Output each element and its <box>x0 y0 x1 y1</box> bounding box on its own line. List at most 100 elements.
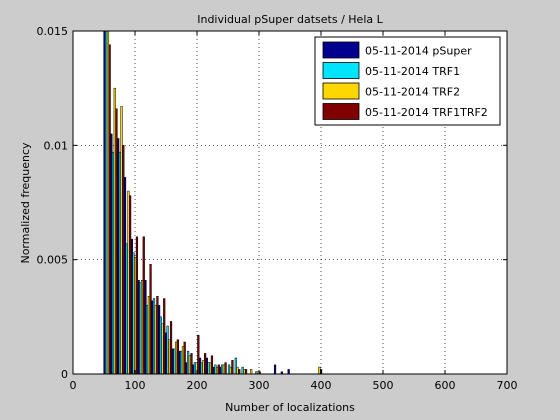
histogram-bar <box>108 44 111 375</box>
histogram-bar <box>122 145 125 375</box>
histogram-bar <box>178 350 181 375</box>
histogram-bar <box>115 108 118 375</box>
histogram-bar <box>227 364 231 375</box>
histogram-bar <box>129 195 132 375</box>
histogram-bar <box>132 252 135 375</box>
histogram-bar <box>134 257 137 375</box>
x-tick-label: 600 <box>435 379 456 392</box>
histogram-bar <box>229 366 232 375</box>
x-tick-label: 0 <box>70 379 77 392</box>
histogram-bar <box>186 350 190 375</box>
histogram-bar <box>318 366 321 375</box>
grid-lines <box>73 31 507 374</box>
histogram-bar <box>152 298 156 375</box>
histogram-bar <box>154 305 157 375</box>
histogram-bar <box>190 353 193 375</box>
histogram-bar <box>224 362 227 375</box>
histogram-bar <box>140 279 144 375</box>
histogram-bar <box>243 369 246 375</box>
histogram-bar <box>221 364 224 375</box>
x-tick-label: 300 <box>249 379 270 392</box>
histogram-bar <box>111 151 115 375</box>
histogram-bar <box>123 177 127 375</box>
histogram-bar <box>183 341 186 375</box>
histogram-bar <box>215 366 219 375</box>
histogram-bar <box>139 282 142 375</box>
histogram-bar <box>158 305 161 375</box>
histogram-bar <box>120 106 123 375</box>
legend-label: 05-11-2014 TRF1TRF2 <box>365 106 488 119</box>
histogram-bar <box>159 316 162 375</box>
y-axis-label: Normalized frequency <box>19 142 32 264</box>
histogram-bar <box>151 300 154 375</box>
histogram-bar <box>105 30 108 375</box>
histogram-bar <box>238 369 241 375</box>
histogram-bar <box>130 238 133 375</box>
histogram-bar <box>142 236 145 375</box>
histogram-bar <box>163 298 166 375</box>
histogram-bar <box>202 360 205 375</box>
histogram-bar <box>210 355 214 375</box>
histogram-bar <box>209 362 212 375</box>
histogram-bar <box>273 364 277 375</box>
histogram-bar <box>204 353 207 375</box>
histogram-bar <box>168 339 171 375</box>
histogram-bar <box>212 366 215 375</box>
y-tick-label: 0.005 <box>37 254 69 267</box>
x-axis-label: Number of localizations <box>225 401 355 414</box>
legend: 05-11-2014 pSuper 05-11-2014 TRF1 05-11-20… <box>314 36 501 126</box>
histogram-bar <box>214 364 217 375</box>
histogram-bar <box>207 362 210 375</box>
legend-label: 05-11-2014 pSuper <box>365 45 472 58</box>
axis-ticks: 0 100 200 300 400 500 600 700 0 0.005 0.01 0.015 <box>37 25 518 392</box>
legend-swatch <box>322 41 360 59</box>
histogram-bar <box>176 339 179 375</box>
legend-swatch <box>322 103 360 120</box>
histogram-bar <box>241 366 244 375</box>
x-tick-label: 500 <box>373 379 394 392</box>
histogram-bar <box>117 138 120 375</box>
histogram-bar <box>144 279 147 375</box>
histogram-bar <box>110 133 113 375</box>
histogram-bar <box>149 263 152 375</box>
histogram-bar <box>166 325 169 375</box>
legend-label: 05-11-2014 TRF2 <box>365 86 460 99</box>
histogram-bar <box>185 362 188 375</box>
histogram-bar <box>244 369 248 375</box>
histogram-bar <box>173 348 176 375</box>
histogram-bar <box>161 323 164 375</box>
y-tick-label: 0.01 <box>44 139 69 152</box>
histogram-bar <box>219 366 222 375</box>
histogram-bar <box>236 366 239 375</box>
x-tick-label: 400 <box>311 379 332 392</box>
chart-title: Individual pSuper datsets / Hela L <box>197 13 383 26</box>
histogram-bar <box>137 279 140 375</box>
histogram-bar <box>106 30 110 375</box>
legend-swatch <box>322 62 360 79</box>
histogram-bar <box>181 346 185 375</box>
histogram-bar <box>127 190 130 375</box>
histogram-bar <box>193 362 197 375</box>
x-tick-label: 700 <box>497 379 518 392</box>
histogram-bar <box>222 364 225 375</box>
histogram-bar <box>135 236 139 375</box>
legend-swatch <box>322 82 360 100</box>
histogram-bar <box>169 321 173 375</box>
histogram-bar <box>197 334 200 375</box>
histogram-bar <box>171 348 174 375</box>
histogram-bar <box>250 369 253 375</box>
histogram-bar <box>103 30 106 375</box>
histogram-bar <box>287 369 290 375</box>
histogram-bar <box>175 341 178 375</box>
histogram-bar <box>192 364 195 375</box>
x-tick-label: 200 <box>187 379 208 392</box>
x-tick-label: 100 <box>125 379 146 392</box>
histogram-bar <box>156 296 159 375</box>
histogram-bar <box>198 357 202 375</box>
y-tick-label: 0.015 <box>37 25 69 38</box>
histogram-bar <box>200 362 203 375</box>
plot-frame <box>72 30 508 375</box>
histogram-bar <box>234 357 237 375</box>
